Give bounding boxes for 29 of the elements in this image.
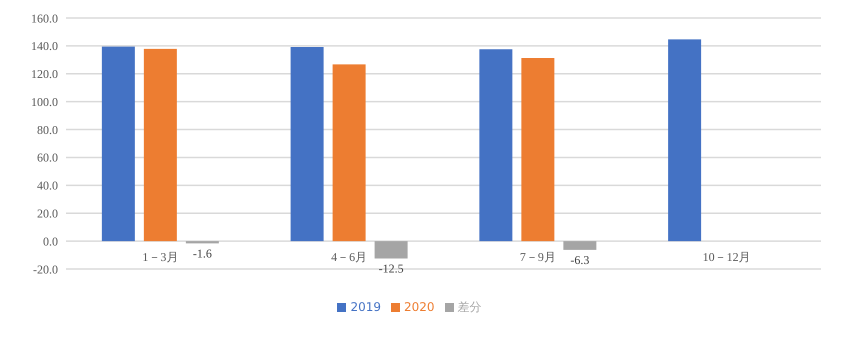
y-tick-label: 20.0 [37, 206, 58, 220]
bar [102, 46, 135, 242]
bar [290, 47, 324, 242]
data-label: -1.6 [192, 246, 212, 260]
x-tick-label: 10－12月 [702, 250, 751, 264]
bar [668, 39, 702, 242]
y-tick-label: 100.0 [31, 94, 58, 109]
y-tick-label: 0.0 [43, 234, 58, 248]
bar [521, 58, 554, 242]
legend-label: 2019 [350, 300, 381, 314]
bar [144, 48, 177, 242]
y-tick-label: 160.0 [31, 11, 58, 26]
bar [563, 241, 596, 250]
y-tick-label: 60.0 [37, 150, 58, 165]
bar [374, 241, 408, 259]
data-label: -12.5 [378, 262, 404, 276]
y-tick-label: 140.0 [31, 39, 58, 54]
x-tick-label: 1－3月 [142, 250, 178, 264]
x-tick-label: 4－6月 [331, 250, 368, 264]
y-tick-label: 120.0 [31, 67, 58, 82]
legend-label: 2020 [404, 300, 435, 314]
y-tick-label: 80.0 [37, 122, 58, 137]
y-tick-label: 40.0 [37, 178, 58, 193]
legend-label: 差分 [458, 300, 482, 314]
y-tick-label: -20.0 [33, 262, 58, 276]
bar [479, 49, 512, 242]
bar [332, 64, 366, 242]
x-tick-label: 7－9月 [520, 250, 556, 264]
data-label: -6.3 [570, 252, 590, 267]
